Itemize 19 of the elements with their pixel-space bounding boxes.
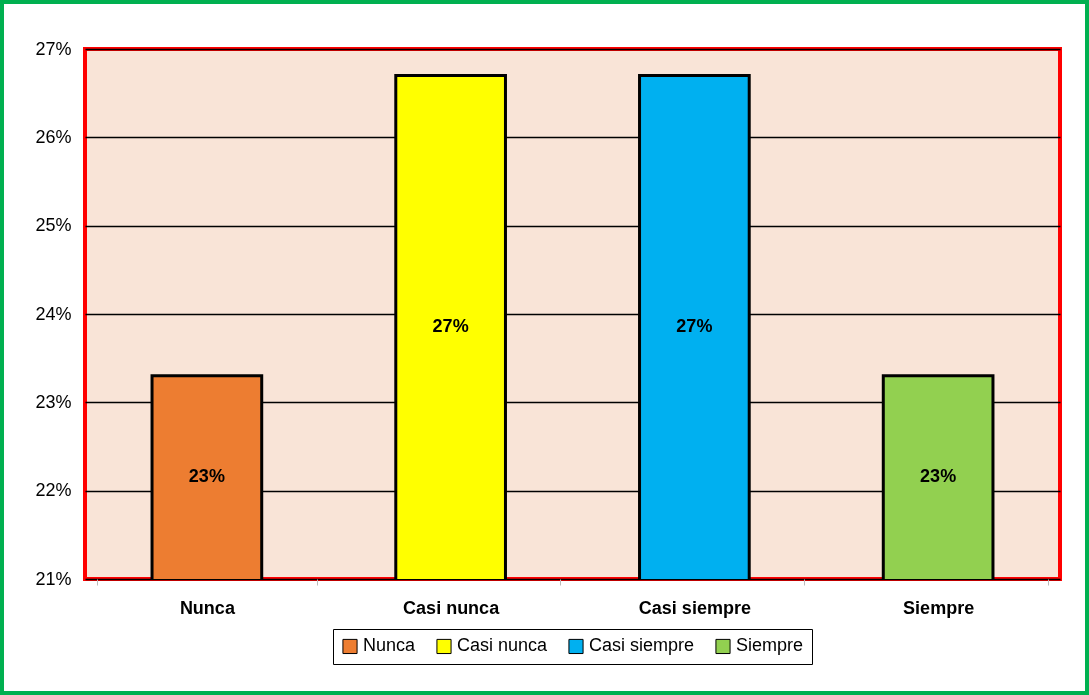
x-tick-label: Casi nunca bbox=[403, 597, 501, 618]
legend-label: Nunca bbox=[363, 635, 417, 656]
y-tick-label: 26% bbox=[35, 126, 72, 147]
legend-label: Siempre bbox=[736, 635, 804, 656]
x-tick-label: Siempre bbox=[903, 597, 975, 618]
y-tick-label: 24% bbox=[35, 303, 72, 324]
data-label: 23% bbox=[920, 466, 957, 487]
legend-label: Casi siempre bbox=[589, 635, 695, 656]
y-tick-label: 25% bbox=[35, 215, 72, 236]
y-tick-label: 21% bbox=[35, 568, 72, 589]
x-tick-label: Casi siempre bbox=[638, 597, 751, 618]
data-label: 27% bbox=[432, 316, 469, 337]
data-label: 27% bbox=[676, 316, 713, 337]
data-label: 23% bbox=[188, 466, 225, 487]
x-tick-label: Nunca bbox=[179, 597, 236, 618]
y-tick-label: 22% bbox=[35, 480, 72, 501]
y-tick-label: 27% bbox=[35, 38, 72, 59]
legend-label: Casi nunca bbox=[457, 635, 549, 656]
y-tick-label: 23% bbox=[35, 391, 72, 412]
